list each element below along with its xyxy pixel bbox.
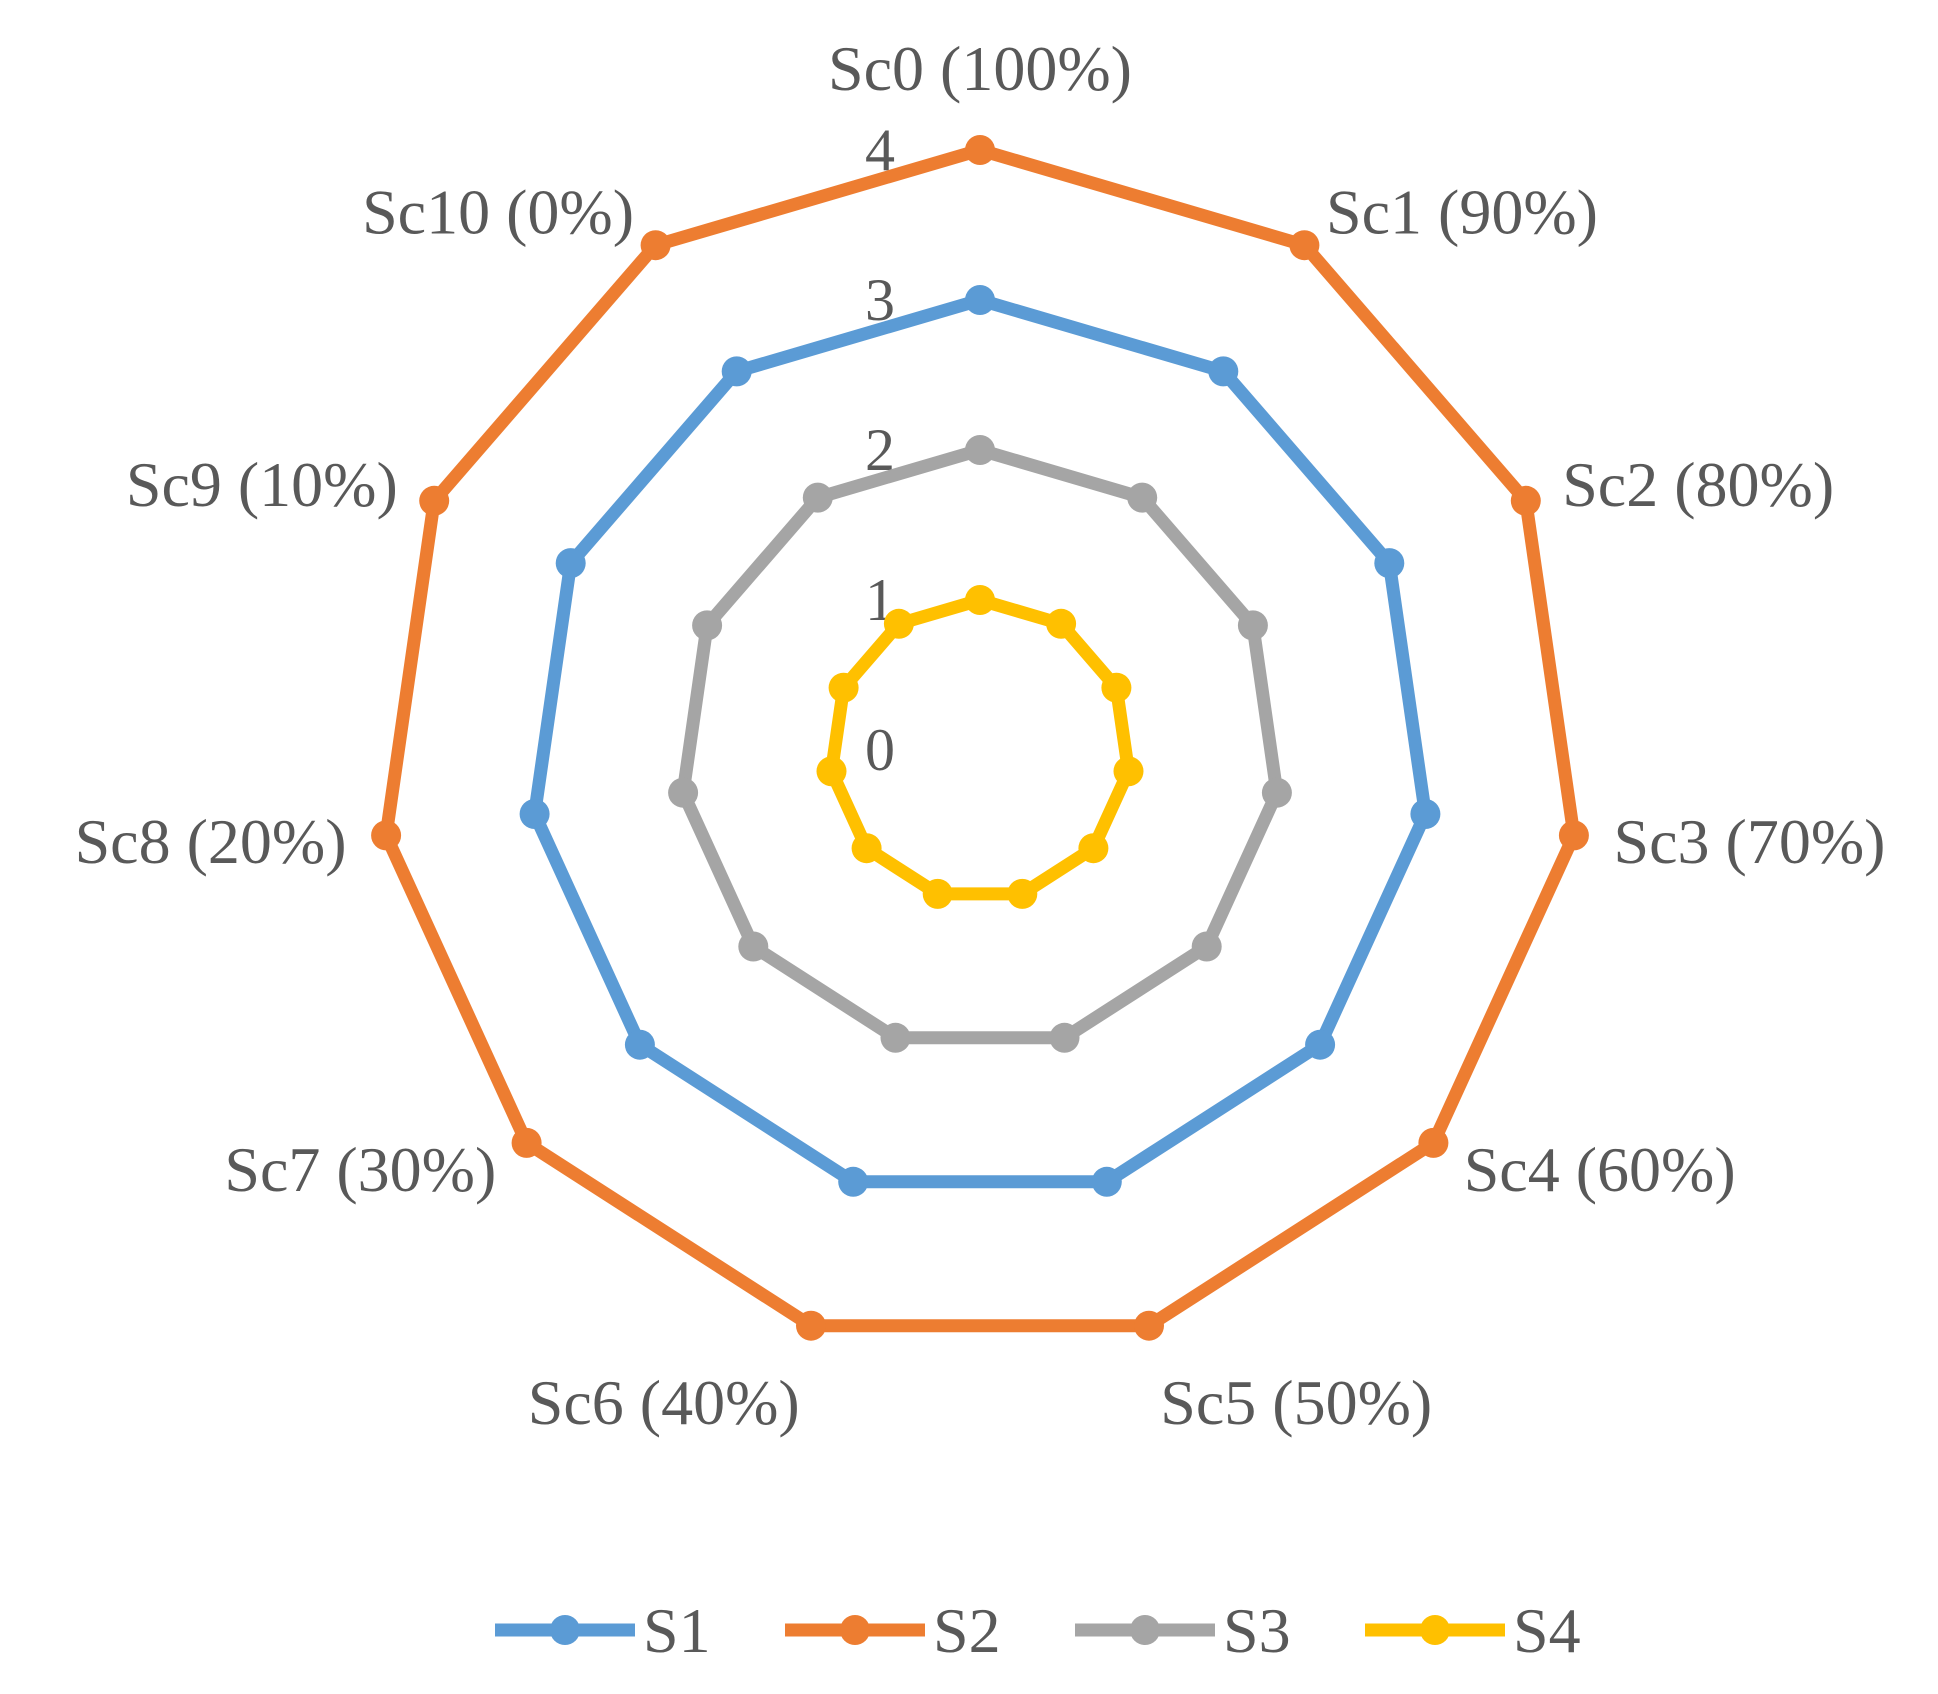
legend-label: S4 [1513, 1595, 1581, 1666]
data-point [1101, 672, 1132, 703]
category-label: Sc9 (10%) [126, 449, 398, 520]
data-point [738, 931, 769, 962]
data-point [1127, 482, 1158, 513]
data-point [965, 285, 995, 315]
data-point [828, 672, 859, 703]
data-point [371, 820, 402, 851]
data-point [802, 482, 833, 513]
category-label: Sc5 (50%) [1160, 1367, 1432, 1438]
series-line [528, 293, 1432, 1189]
data-point [1049, 1022, 1080, 1053]
category-label: Sc3 (70%) [1614, 806, 1886, 877]
category-label: Sc6 (40%) [528, 1367, 800, 1438]
data-point [796, 1310, 826, 1341]
series-line [676, 443, 1284, 1045]
category-labels: Sc0 (100%) Sc1 (90%) Sc2 (80%) Sc3 (70%) Sc4… [75, 33, 1886, 1438]
data-point [883, 608, 914, 639]
legend-item-s4: S4 [1365, 1595, 1581, 1666]
data-point [1410, 799, 1441, 829]
category-label: Sc10 (0%) [362, 177, 634, 248]
data-point [965, 135, 995, 165]
data-point [1208, 356, 1239, 387]
data-point [1237, 610, 1268, 641]
legend: S1 S2 S3 S4 [495, 1595, 1581, 1666]
data-point [965, 585, 995, 615]
data-point [1046, 608, 1077, 639]
legend-item-s1: S1 [495, 1595, 711, 1666]
data-point [851, 833, 882, 864]
data-point [624, 1029, 655, 1060]
data-point [816, 756, 847, 787]
legend-swatch-marker [1130, 1615, 1160, 1645]
category-label: Sc0 (100%) [828, 33, 1132, 104]
data-point [419, 485, 450, 516]
legend-label: S2 [933, 1595, 1001, 1666]
data-point [1510, 485, 1541, 516]
series-layer [371, 135, 1589, 1341]
radial-tick-label: 0 [865, 717, 895, 783]
series-s1 [519, 285, 1441, 1197]
data-point [922, 878, 953, 909]
data-point [1191, 931, 1222, 962]
data-point [1091, 1166, 1122, 1197]
series-s4 [816, 585, 1144, 909]
legend-label: S3 [1223, 1595, 1291, 1666]
data-point [1078, 833, 1109, 864]
legend-swatch-marker [1420, 1615, 1450, 1645]
legend-item-s3: S3 [1075, 1595, 1291, 1666]
series-s3 [668, 435, 1292, 1053]
data-point [1418, 1127, 1449, 1158]
category-label: Sc2 (80%) [1562, 449, 1834, 520]
data-point [1305, 1029, 1336, 1060]
data-point [519, 799, 550, 829]
category-label: Sc7 (30%) [224, 1134, 496, 1205]
data-point [1374, 548, 1405, 579]
data-point [511, 1127, 542, 1158]
category-label: Sc8 (20%) [75, 806, 347, 877]
legend-item-s2: S2 [785, 1595, 1001, 1666]
data-point [555, 548, 586, 579]
data-point [1134, 1310, 1164, 1341]
series-line [379, 143, 1581, 1333]
data-point [721, 356, 752, 387]
data-point [1007, 878, 1038, 909]
legend-swatch-marker [840, 1615, 870, 1645]
category-label: Sc4 (60%) [1464, 1134, 1736, 1205]
category-label: Sc1 (90%) [1326, 177, 1598, 248]
legend-label: S1 [643, 1595, 711, 1666]
legend-swatch-marker [550, 1615, 580, 1645]
data-point [1113, 756, 1144, 787]
data-point [640, 230, 671, 261]
data-point [965, 435, 995, 465]
data-point [1289, 230, 1320, 261]
data-point [838, 1166, 869, 1197]
data-point [692, 610, 723, 641]
data-point [668, 777, 699, 808]
data-point [1558, 820, 1589, 851]
data-point [1261, 777, 1292, 808]
series-s2 [371, 135, 1589, 1341]
data-point [880, 1022, 911, 1053]
